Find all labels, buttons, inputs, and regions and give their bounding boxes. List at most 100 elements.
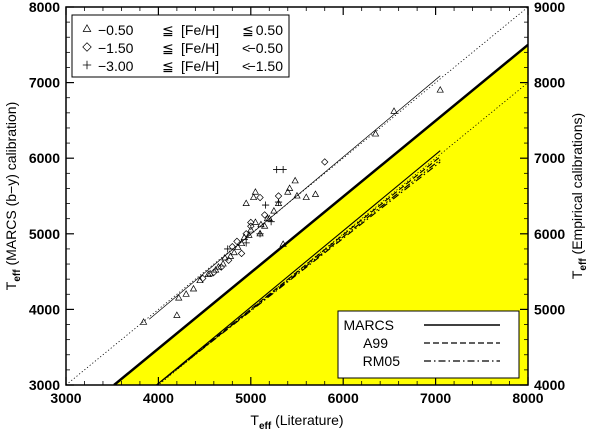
diamond-point xyxy=(233,237,241,246)
x-tick-label: 7000 xyxy=(420,390,451,406)
y-left-axis-title: Teff (MARCS (b−y) calibration) xyxy=(3,102,23,290)
triangle-point xyxy=(204,270,212,278)
legend-metallicity-label: ≦ xyxy=(162,40,174,56)
x-tick-label: 8000 xyxy=(512,390,543,406)
legend-metallicity-label: < xyxy=(242,58,250,74)
legend-diamond-icon xyxy=(82,42,92,52)
triangle-point xyxy=(436,86,444,93)
triangle-point xyxy=(247,225,255,233)
triangle-point xyxy=(173,311,181,318)
plus-point xyxy=(273,165,281,174)
diamond-point xyxy=(217,263,225,271)
legend-metallicity-box xyxy=(71,14,290,78)
y-left-tick-label: 6000 xyxy=(29,150,60,166)
plus-point xyxy=(242,239,250,247)
triangle-point xyxy=(291,176,299,184)
legend-calibration-label: A99 xyxy=(363,335,388,351)
diamond-point xyxy=(260,211,269,219)
legends: −0.50 ≦ [Fe/H] ≦ 0.50−1.50 ≦ [Fe/H] <−0.50−3.00… xyxy=(71,14,520,379)
y-right-axis-title: Teff (Empirical calibrations) xyxy=(569,113,589,279)
plus-point xyxy=(256,230,264,238)
triangle-point xyxy=(189,284,198,292)
triangle-point xyxy=(242,199,250,206)
triangle-point xyxy=(234,243,242,250)
legend-plus-icon xyxy=(82,60,92,70)
plot-frame xyxy=(65,6,529,386)
triangle-point xyxy=(245,231,253,238)
y-right-tick-label: 6000 xyxy=(534,226,565,242)
triangle-point xyxy=(371,129,380,137)
diamond-point xyxy=(228,242,237,251)
calibration-line-a99 xyxy=(155,156,441,385)
triangle-point xyxy=(270,207,278,214)
legend-metallicity-label: −1.50 xyxy=(98,40,134,56)
x-tick-label: 3000 xyxy=(50,390,81,406)
calibration-line-extra xyxy=(155,159,441,385)
x-tick-label: 4000 xyxy=(143,390,174,406)
y-right-tick-label: 4000 xyxy=(534,377,565,393)
y-left-tick-label: 4000 xyxy=(29,301,60,317)
plot-area xyxy=(66,7,528,385)
diamond-point xyxy=(274,192,283,200)
fit-line xyxy=(148,75,441,320)
diamond-point xyxy=(210,268,218,277)
triangle-point xyxy=(251,218,260,225)
plus-point xyxy=(267,218,275,226)
y-right-tick-label: 9000 xyxy=(534,0,565,15)
triangle-point xyxy=(249,193,258,200)
triangle-point xyxy=(284,188,292,195)
plus-point xyxy=(274,198,283,206)
y-left-tick-label: 3000 xyxy=(29,377,60,393)
triangle-point xyxy=(221,253,229,261)
diamond-point xyxy=(256,193,264,202)
y-right-tick-label: 5000 xyxy=(534,301,565,317)
y-right-tick-label: 7000 xyxy=(534,150,565,166)
shaded-boundary-line xyxy=(113,43,528,385)
legend-metallicity-label: [Fe/H] xyxy=(181,40,219,56)
triangle-point xyxy=(251,188,260,195)
legend-metallicity-label: 0.50 xyxy=(256,22,283,38)
plus-point xyxy=(279,165,287,174)
x-tick-label: 5000 xyxy=(235,390,266,406)
legend-metallicity-label: ≦ xyxy=(242,22,254,38)
triangle-point xyxy=(257,220,265,228)
triangle-point xyxy=(302,193,310,200)
diamond-point xyxy=(199,274,207,283)
legend-calibration-label: RM05 xyxy=(363,353,401,369)
legend-metallicity-label: −1.50 xyxy=(248,58,284,74)
axes: 3000 4000 5000 6000 7000 8000 3000 4000 5000 6000… xyxy=(3,0,589,431)
legend-calibration-box xyxy=(337,310,520,379)
triangle-point xyxy=(285,184,294,191)
x-tick-label: 6000 xyxy=(328,390,359,406)
diamond-point xyxy=(247,218,255,227)
calibration-line-marcs xyxy=(155,150,441,385)
legend-triangle-icon xyxy=(82,24,92,32)
plot-content xyxy=(66,7,528,385)
triangle-point xyxy=(182,290,190,297)
plus-point xyxy=(224,245,232,253)
triangle-point xyxy=(230,248,238,256)
triangle-point xyxy=(293,191,301,199)
legend-calibration-label: MARCS xyxy=(343,317,394,333)
plus-point xyxy=(261,201,270,209)
legend-metallicity-label: −0.50 xyxy=(248,40,284,56)
triangle-point xyxy=(265,214,273,222)
diamond-point xyxy=(321,158,329,166)
legend-metallicity-label: < xyxy=(242,40,250,56)
y-left-tick-label: 7000 xyxy=(29,75,60,91)
y-left-tick-label: 5000 xyxy=(29,226,60,242)
diamond-point xyxy=(247,222,255,230)
triangle-point xyxy=(139,318,148,325)
triangle-point xyxy=(311,190,320,197)
y-right-tick-label: 8000 xyxy=(534,75,565,91)
legend-metallicity-label: [Fe/H] xyxy=(181,58,219,74)
diamond-point xyxy=(224,256,233,264)
diamond-point xyxy=(242,230,250,238)
legend-metallicity-label: −3.00 xyxy=(98,58,134,74)
dotted-line-upper xyxy=(66,7,528,385)
legend-metallicity-label: ≦ xyxy=(162,22,174,38)
y-left-tick-label: 8000 xyxy=(29,0,60,15)
legend-metallicity-label: [Fe/H] xyxy=(181,22,219,38)
legend-metallicity-label: −0.50 xyxy=(98,22,134,38)
